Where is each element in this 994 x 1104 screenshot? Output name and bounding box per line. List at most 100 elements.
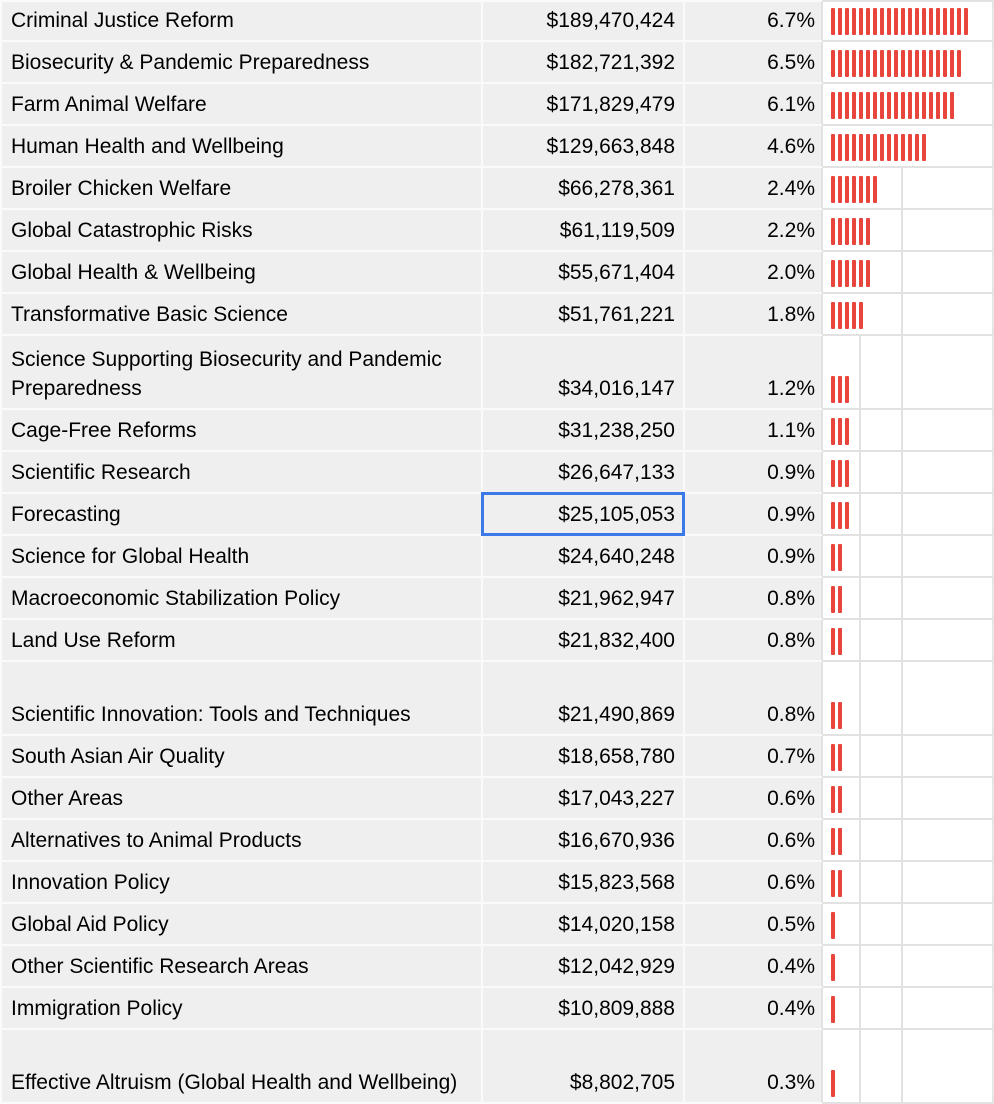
percent-cell[interactable]: 0.9% [685,452,823,494]
category-cell[interactable]: South Asian Air Quality [0,736,483,778]
amount-cell[interactable]: $10,809,888 [483,988,685,1030]
amount-cell[interactable]: $55,671,404 [483,252,685,294]
amount-cell[interactable]: $61,119,509 [483,210,685,252]
category-cell[interactable]: Alternatives to Animal Products [0,820,483,862]
amount-cell[interactable]: $34,016,147 [483,336,685,410]
amount-cell[interactable]: $21,962,947 [483,578,685,620]
bars-cell[interactable] [823,1030,994,1104]
amount-cell[interactable]: $66,278,361 [483,168,685,210]
amount-cell[interactable]: $12,042,929 [483,946,685,988]
category-cell[interactable]: Other Scientific Research Areas [0,946,483,988]
percent-cell[interactable]: 1.1% [685,410,823,452]
category-cell[interactable]: Effective Altruism (Global Health and We… [0,1030,483,1104]
bars-cell[interactable] [823,494,994,536]
percent-cell[interactable]: 2.0% [685,252,823,294]
bars-cell[interactable] [823,336,994,410]
percent-cell[interactable]: 1.8% [685,294,823,336]
category-cell[interactable]: Global Health & Wellbeing [0,252,483,294]
bars-cell[interactable] [823,84,994,126]
amount-cell[interactable]: $18,658,780 [483,736,685,778]
bars-cell[interactable] [823,778,994,820]
category-cell[interactable]: Criminal Justice Reform [0,0,483,42]
category-cell[interactable]: Land Use Reform [0,620,483,662]
percent-cell[interactable]: 0.3% [685,1030,823,1104]
amount-cell[interactable]: $8,802,705 [483,1030,685,1104]
category-cell[interactable]: Forecasting [0,494,483,536]
percent-cell[interactable]: 6.1% [685,84,823,126]
amount-cell[interactable]: $129,663,848 [483,126,685,168]
amount-cell[interactable]: $24,640,248 [483,536,685,578]
percent-cell[interactable]: 0.9% [685,536,823,578]
category-cell[interactable]: Immigration Policy [0,988,483,1030]
amount-cell[interactable]: $15,823,568 [483,862,685,904]
category-cell[interactable]: Science Supporting Biosecurity and Pande… [0,336,483,410]
percent-cell[interactable]: 0.4% [685,946,823,988]
bars-cell[interactable] [823,410,994,452]
percent-cell[interactable]: 0.9% [685,494,823,536]
percent-cell[interactable]: 4.6% [685,126,823,168]
percent-cell[interactable]: 6.7% [685,0,823,42]
percent-cell[interactable]: 2.4% [685,168,823,210]
bars-cell[interactable] [823,620,994,662]
amount-cell[interactable]: $26,647,133 [483,452,685,494]
category-cell[interactable]: Macroeconomic Stabilization Policy [0,578,483,620]
percent-cell[interactable]: 1.2% [685,336,823,410]
amount-cell[interactable]: $17,043,227 [483,778,685,820]
percent-cell[interactable]: 0.6% [685,778,823,820]
percent-cell[interactable]: 0.4% [685,988,823,1030]
amount-cell[interactable]: $51,761,221 [483,294,685,336]
amount-cell[interactable]: $21,490,869 [483,662,685,736]
percent-cell[interactable]: 0.8% [685,620,823,662]
bars-cell[interactable] [823,168,994,210]
bars-cell[interactable] [823,536,994,578]
category-cell[interactable]: Cage-Free Reforms [0,410,483,452]
amount-cell[interactable]: $14,020,158 [483,904,685,946]
category-cell[interactable]: Global Catastrophic Risks [0,210,483,252]
bars-cell[interactable] [823,946,994,988]
bars-cell[interactable] [823,736,994,778]
bars-cell[interactable] [823,820,994,862]
cell-text: Global Aid Policy [11,913,169,936]
amount-cell[interactable]: $31,238,250 [483,410,685,452]
bars-cell[interactable] [823,578,994,620]
category-cell[interactable]: Global Aid Policy [0,904,483,946]
category-cell[interactable]: Biosecurity & Pandemic Preparedness [0,42,483,84]
amount-cell[interactable]: $182,721,392 [483,42,685,84]
percent-cell[interactable]: 0.7% [685,736,823,778]
category-cell[interactable]: Science for Global Health [0,536,483,578]
category-cell[interactable]: Human Health and Wellbeing [0,126,483,168]
bars-cell[interactable] [823,294,994,336]
category-cell[interactable]: Other Areas [0,778,483,820]
column-gridline [901,578,903,618]
amount-cell[interactable]: $21,832,400 [483,620,685,662]
bar-tick-icon [943,92,947,119]
bars-cell[interactable] [823,252,994,294]
category-cell[interactable]: Broiler Chicken Welfare [0,168,483,210]
category-cell[interactable]: Transformative Basic Science [0,294,483,336]
percent-cell[interactable]: 0.5% [685,904,823,946]
bars-cell[interactable] [823,904,994,946]
amount-cell[interactable]: $16,670,936 [483,820,685,862]
percent-cell[interactable]: 0.6% [685,820,823,862]
bars-cell[interactable] [823,0,994,42]
bars-cell[interactable] [823,988,994,1030]
bars-cell[interactable] [823,862,994,904]
amount-cell[interactable]: $189,470,424 [483,0,685,42]
bars-cell[interactable] [823,42,994,84]
category-cell[interactable]: Scientific Innovation: Tools and Techniq… [0,662,483,736]
bars-cell[interactable] [823,662,994,736]
amount-cell[interactable]: $25,105,053 [481,492,685,536]
bars-cell[interactable] [823,210,994,252]
percent-cell[interactable]: 0.6% [685,862,823,904]
category-cell[interactable]: Innovation Policy [0,862,483,904]
category-cell[interactable]: Farm Animal Welfare [0,84,483,126]
percent-cell[interactable]: 0.8% [685,578,823,620]
amount-cell[interactable]: $171,829,479 [483,84,685,126]
percent-cell[interactable]: 2.2% [685,210,823,252]
category-cell[interactable]: Scientific Research [0,452,483,494]
percent-cell[interactable]: 6.5% [685,42,823,84]
percent-cell[interactable]: 0.8% [685,662,823,736]
bars-cell[interactable] [823,452,994,494]
bar-tick-icon [838,460,842,487]
bars-cell[interactable] [823,126,994,168]
